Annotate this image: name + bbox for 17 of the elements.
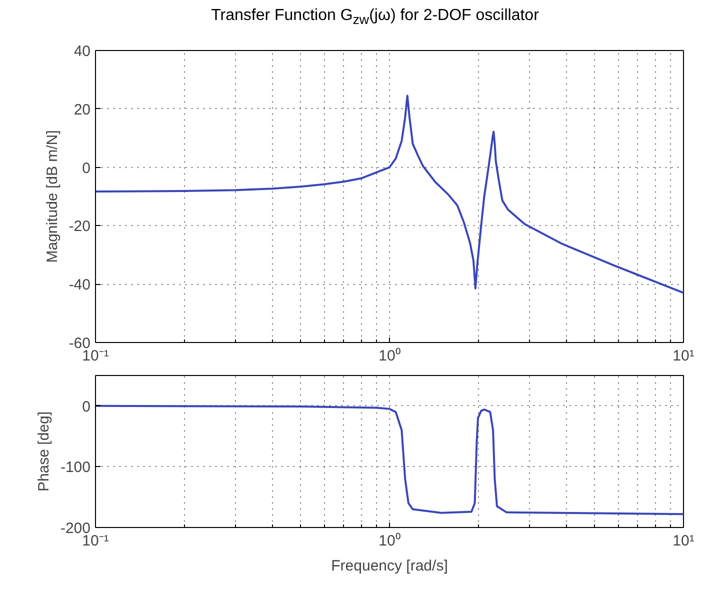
y-tick-label: -40	[68, 276, 91, 294]
x-tick-label: 10¹	[672, 348, 694, 364]
x-axis-title: Frequency [rad/s]	[331, 558, 448, 574]
x-tick-label: 10⁰	[378, 532, 400, 550]
chart-title: Transfer Function G$_{zw}$(jω) for 2-DOF oscillator	[210, 6, 540, 30]
y-tick-label: 0	[82, 160, 90, 177]
y-axis-title: Phase [deg]	[35, 411, 52, 492]
y-tick-label: -100	[60, 459, 91, 476]
x-tick-label: 10⁻¹	[82, 532, 109, 550]
x-tick-label: 10¹	[672, 532, 694, 550]
y-axis-title: Magnitude [dB m/N]	[44, 130, 61, 263]
y-tick-label: -20	[68, 218, 91, 236]
x-tick-label: 10⁻¹	[82, 348, 109, 364]
y-tick-label: 20	[74, 101, 91, 118]
y-tick-label: 40	[74, 43, 91, 60]
y-tick-label: 0	[82, 398, 90, 416]
x-tick-label: 10⁰	[378, 348, 400, 364]
